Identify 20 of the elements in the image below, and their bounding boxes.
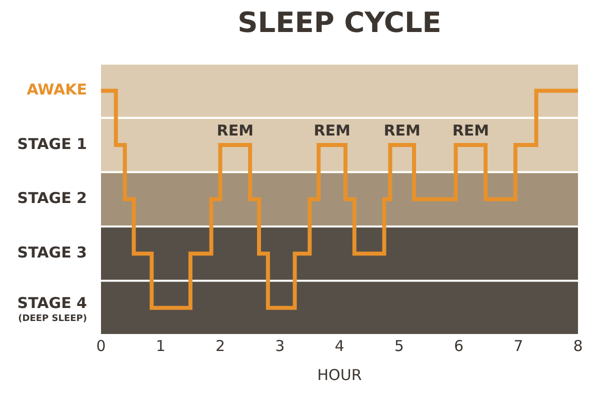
x-tick-label: 5 <box>394 336 404 355</box>
category-label: STAGE 2 <box>17 189 87 208</box>
x-tick-label: 4 <box>334 336 344 355</box>
annotation: REM <box>216 121 254 140</box>
category-label: AWAKE <box>26 80 87 99</box>
annotation: REM <box>452 121 490 140</box>
x-tick-label: 2 <box>215 336 226 355</box>
x-axis-title: HOUR <box>317 366 362 384</box>
category-label: STAGE 3 <box>17 243 87 262</box>
x-tick-label: 1 <box>156 336 166 355</box>
annotation: REM <box>384 121 420 140</box>
category-label: STAGE 4 (DEEP SLEEP) <box>17 294 87 324</box>
x-tick-label: 3 <box>275 336 285 355</box>
x-tick-label: 0 <box>96 336 106 355</box>
chart-title: SLEEP CYCLE <box>238 6 442 40</box>
annotation: REM <box>314 121 350 140</box>
x-tick-label: 7 <box>514 336 524 355</box>
x-tick-label: 6 <box>454 336 464 355</box>
category-label: STAGE 1 <box>17 134 87 153</box>
x-tick-label: 8 <box>573 336 583 355</box>
